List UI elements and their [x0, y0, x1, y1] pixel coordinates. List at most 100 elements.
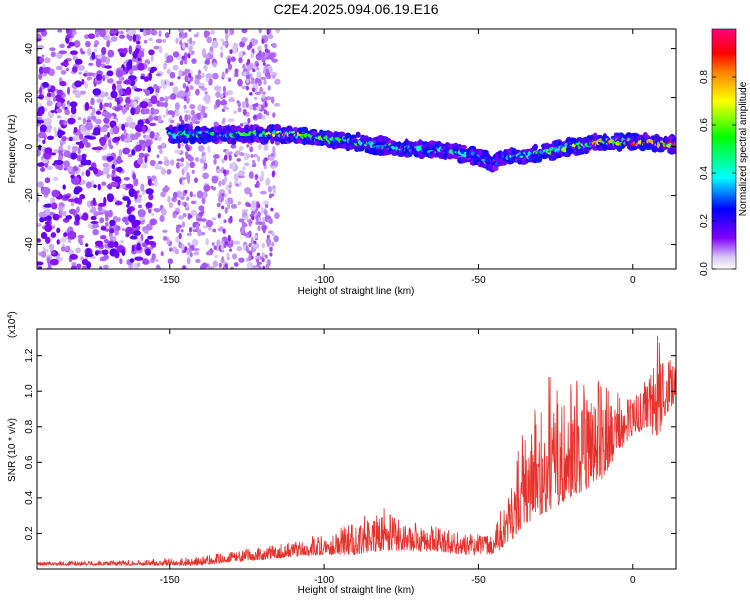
spectrogram-noise-cell	[41, 73, 48, 77]
spectrogram-noise-cell	[96, 74, 103, 81]
spectrogram-noise-cell	[131, 56, 139, 63]
spectrogram-noise-cell	[50, 197, 56, 205]
spectrogram-noise-cell	[241, 36, 247, 43]
spectrogram-noise-cell	[141, 161, 148, 169]
spectrogram-ridge-cell	[273, 123, 282, 131]
spectrogram-noise-cell	[110, 181, 119, 188]
spectrogram-noise-cell	[225, 68, 229, 74]
spectrogram-noise-cell	[263, 144, 269, 151]
spectrogram-noise-cell	[216, 239, 221, 248]
spectrogram-noise-cell	[95, 110, 102, 115]
spectrogram-noise-cell	[145, 89, 151, 96]
spectrogram-noise-cell	[85, 121, 93, 131]
spectrogram-noise-cell	[60, 61, 69, 67]
spectrogram-noise-cell	[247, 203, 251, 208]
spectrogram-noise-cell	[222, 117, 226, 123]
spectrogram-noise-cell	[246, 144, 250, 148]
spectrogram-noise-cell	[190, 109, 195, 116]
spectrogram-noise-cell	[248, 243, 252, 247]
spectrogram-noise-cell	[137, 204, 143, 209]
spectrogram-noise-cell	[41, 187, 51, 196]
spectrogram-noise-cell	[87, 47, 92, 56]
spectrogram-noise-cell	[229, 215, 233, 223]
spectrogram-noise-cell	[191, 238, 199, 247]
spectrogram-noise-cell	[203, 94, 211, 102]
spectrogram-noise-cell	[71, 145, 79, 152]
spectrogram-noise-cell	[141, 143, 146, 152]
spectrogram-noise-cell	[197, 83, 205, 87]
spectrogram-noise-cell	[114, 250, 120, 259]
spectrogram-noise-cell	[117, 48, 125, 53]
spectrogram-noise-cell	[115, 69, 124, 78]
spectrogram-noise-cell	[178, 232, 182, 240]
spectrogram-noise-cell	[186, 232, 192, 237]
spectrogram-noise-cell	[221, 193, 225, 197]
spectrogram-noise-cell	[175, 37, 179, 44]
spectrogram-noise-cell	[142, 259, 150, 265]
spectrogram-noise-cell	[50, 110, 56, 113]
spectrogram-noise-cell	[128, 67, 134, 76]
spectrogram-noise-cell	[263, 79, 267, 85]
spectrogram-noise-cell	[205, 58, 211, 62]
spectrogram-noise-cell	[264, 101, 268, 108]
spectrogram-noise-cell	[125, 183, 134, 189]
spectrogram-noise-cell	[101, 126, 108, 133]
spectrogram-noise-cell	[96, 98, 103, 104]
spectrogram-noise-cell	[147, 175, 151, 180]
spectrogram-noise-cell	[262, 226, 266, 234]
spectrogram-noise-cell	[122, 216, 129, 223]
spectrogram-noise-cell	[273, 235, 279, 243]
spectrogram-noise-cell	[243, 244, 247, 252]
spectrogram-noise-cell	[147, 103, 153, 107]
spectrogram-noise-cell	[187, 91, 191, 96]
spectrogram-noise-cell	[93, 167, 99, 175]
spectrogram-noise-cell	[203, 30, 208, 39]
spectrogram-noise-cell	[53, 149, 60, 153]
spectrogram-noise-cell	[118, 30, 124, 35]
spectrogram-noise-cell	[220, 45, 224, 51]
spectrogram-noise-cell	[239, 41, 246, 48]
spectrogram-noise-cell	[262, 51, 266, 58]
spectrogram-noise-cell	[65, 215, 73, 220]
spectrogram-noise-cell	[265, 68, 269, 73]
spectrogram-noise-cell	[74, 91, 82, 99]
spectrogram-noise-cell	[251, 210, 256, 215]
spectrogram-noise-cell	[46, 215, 52, 222]
spectrogram-noise-cell	[182, 83, 187, 89]
spectrogram-noise-cell	[178, 69, 183, 76]
spectrogram-noise-cell	[147, 145, 151, 153]
spectrogram-noise-cell	[116, 155, 122, 165]
spectrogram-noise-cell	[65, 29, 70, 33]
spectrogram-noise-cell	[164, 96, 169, 103]
spectrogram-noise-cell	[70, 152, 77, 160]
spectrogram-noise-cell	[224, 207, 228, 214]
spectrogram-noise-cell	[149, 159, 156, 167]
spectrogram-noise-cell	[111, 164, 116, 170]
spectrogram-noise-cell	[59, 80, 67, 87]
spectrogram-noise-cell	[179, 60, 184, 66]
spectrogram-noise-cell	[253, 115, 257, 119]
spectrogram-noise-cell	[110, 29, 118, 35]
spectrogram-noise-cell	[39, 217, 45, 223]
spectrogram-noise-cell	[153, 208, 158, 212]
spectrogram-noise-cell	[266, 264, 270, 269]
spectrogram-noise-cell	[187, 53, 191, 59]
spectrogram-noise-cell	[264, 52, 269, 58]
spectrogram-noise-cell	[120, 240, 125, 244]
spectrogram-noise-cell	[73, 40, 81, 48]
spectrogram-noise-cell	[75, 247, 81, 254]
spectrogram-noise-cell	[76, 206, 80, 213]
spectrogram-noise-cell	[185, 152, 189, 157]
spectrogram-noise-cell	[168, 202, 174, 209]
spectrogram-noise-cell	[65, 34, 72, 39]
spectrogram-noise-cell	[150, 55, 154, 62]
spectrogram-noise-cell	[193, 248, 200, 252]
spectrogram-noise-cell	[184, 32, 188, 38]
spectrogram-noise-cell	[182, 43, 186, 49]
spectrogram-noise-cell	[186, 249, 190, 256]
spectrogram-noise-cell	[193, 251, 200, 256]
spectrogram-noise-cell	[197, 104, 202, 112]
snr-y-label: SNR (10 * v/v)	[7, 418, 18, 482]
spectrogram-noise-cell	[58, 205, 64, 211]
spectrogram-noise-cell	[242, 166, 246, 171]
